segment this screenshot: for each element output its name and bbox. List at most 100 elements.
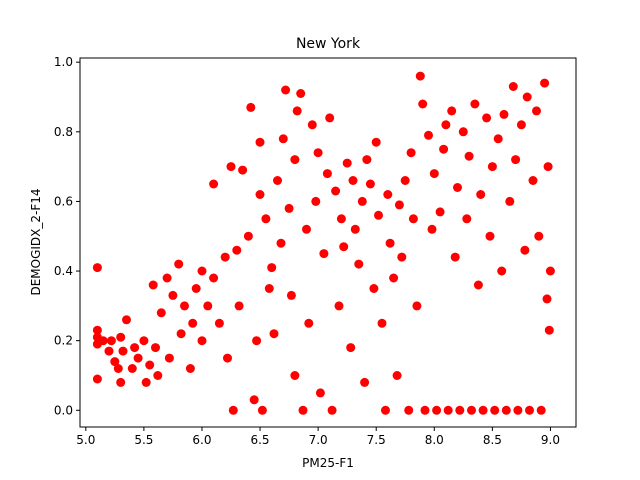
data-point xyxy=(392,371,402,380)
data-point xyxy=(176,329,186,339)
data-point xyxy=(148,280,158,290)
y-axis-ticks: 0.0 0.2 0.4 0.6 0.8 1.0 xyxy=(54,55,80,417)
x-tick-label: 8.5 xyxy=(483,433,502,447)
data-point xyxy=(441,120,451,130)
data-point xyxy=(145,360,155,370)
data-point xyxy=(482,113,492,123)
data-point xyxy=(261,214,271,224)
data-point xyxy=(238,165,248,175)
data-point xyxy=(116,377,126,387)
data-point xyxy=(357,196,367,206)
data-point xyxy=(534,231,544,241)
data-point xyxy=(197,266,207,276)
data-point xyxy=(246,102,256,112)
data-point xyxy=(429,169,439,179)
data-point xyxy=(497,266,507,276)
data-point xyxy=(348,176,358,185)
y-axis-label: DEMOGIDX_2-F14 xyxy=(29,188,43,295)
y-tick-label: 1.0 xyxy=(54,55,73,69)
data-point xyxy=(286,290,296,300)
data-point xyxy=(302,224,311,234)
data-point xyxy=(252,336,262,346)
y-tick-label: 0.4 xyxy=(54,264,73,278)
data-point xyxy=(220,252,230,262)
data-point xyxy=(284,203,294,213)
data-point xyxy=(505,196,515,206)
x-tick-label: 5.0 xyxy=(76,433,95,447)
data-point xyxy=(543,162,553,172)
data-point xyxy=(342,158,352,168)
data-point xyxy=(369,284,379,293)
data-point xyxy=(267,263,277,273)
data-point xyxy=(467,405,476,415)
data-point xyxy=(92,374,102,384)
data-point xyxy=(292,106,302,116)
data-point xyxy=(113,364,123,373)
data-point xyxy=(389,273,399,283)
data-point xyxy=(490,405,500,415)
data-point xyxy=(397,252,407,262)
data-point xyxy=(336,214,346,224)
data-point xyxy=(394,200,404,210)
x-tick-label: 6.0 xyxy=(192,433,211,447)
data-point xyxy=(104,346,114,356)
data-point xyxy=(439,144,449,154)
data-point xyxy=(476,190,486,199)
data-point xyxy=(408,214,418,224)
x-tick-label: 7.5 xyxy=(367,433,386,447)
data-point xyxy=(298,405,308,415)
data-point xyxy=(450,252,460,262)
data-point xyxy=(542,294,552,304)
data-point xyxy=(350,224,360,234)
data-point xyxy=(385,238,395,248)
data-point xyxy=(339,242,349,252)
data-point xyxy=(141,377,151,387)
data-point xyxy=(269,329,279,339)
data-point xyxy=(331,186,341,196)
data-point xyxy=(435,207,445,217)
data-point xyxy=(485,231,495,241)
data-point xyxy=(516,120,526,130)
data-point xyxy=(487,162,497,172)
points-layer xyxy=(92,71,555,415)
data-point xyxy=(360,377,370,387)
y-tick-label: 0.6 xyxy=(54,194,73,208)
data-point xyxy=(464,151,474,161)
x-axis-ticks: 5.0 5.5 6.0 6.5 7.0 7.5 8.0 8.5 9.0 xyxy=(76,427,560,447)
data-point xyxy=(508,82,518,91)
x-tick-label: 5.5 xyxy=(134,433,153,447)
x-tick-label: 6.5 xyxy=(250,433,269,447)
data-point xyxy=(511,155,521,165)
data-point xyxy=(544,325,554,335)
data-point xyxy=(209,273,219,283)
data-point xyxy=(223,353,232,363)
data-point xyxy=(209,179,219,189)
data-point xyxy=(404,405,414,415)
data-point xyxy=(92,263,102,273)
y-tick-label: 0.0 xyxy=(54,403,73,417)
data-point xyxy=(532,106,541,116)
data-point xyxy=(315,388,325,398)
data-point xyxy=(525,405,534,415)
data-point xyxy=(313,148,323,158)
data-point xyxy=(462,214,472,224)
data-point xyxy=(180,301,189,311)
data-point xyxy=(118,346,128,356)
data-point xyxy=(273,176,282,185)
data-point xyxy=(255,190,265,199)
data-point xyxy=(290,155,300,165)
data-point xyxy=(473,280,483,290)
data-point xyxy=(545,266,555,276)
data-point xyxy=(520,245,530,255)
data-point xyxy=(185,364,195,373)
data-point xyxy=(98,336,108,346)
data-point xyxy=(156,308,166,318)
x-tick-label: 9.0 xyxy=(541,433,560,447)
data-point xyxy=(307,120,317,130)
data-point xyxy=(281,85,291,95)
data-point xyxy=(458,127,468,137)
data-point xyxy=(412,301,422,311)
data-point xyxy=(311,196,321,206)
